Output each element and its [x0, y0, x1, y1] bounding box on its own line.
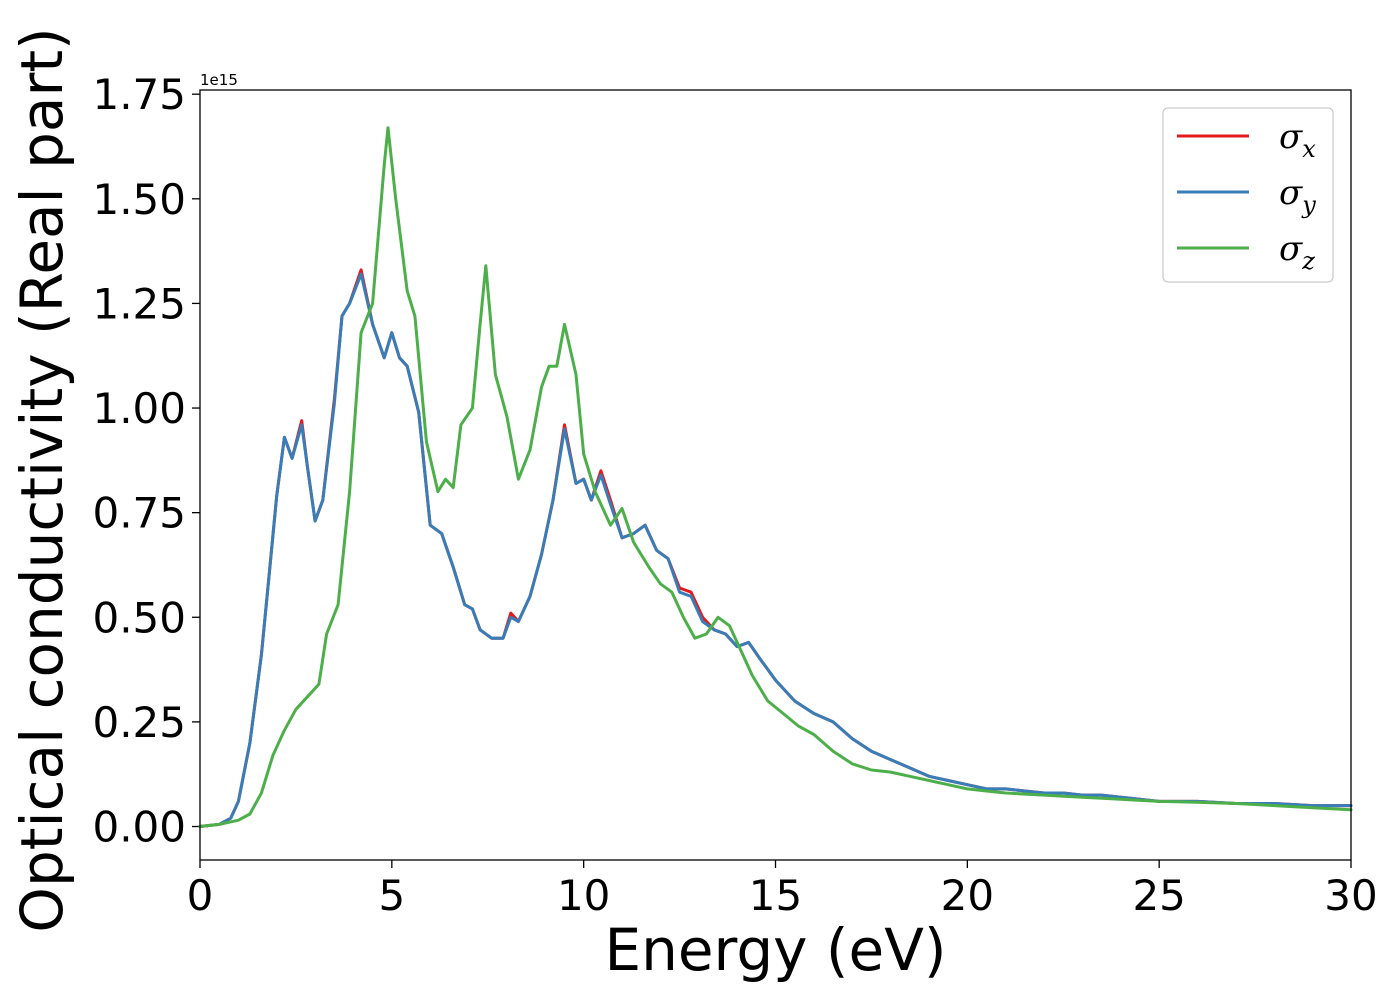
series-line-y [198, 272, 1353, 828]
legend-label-y: σy [1279, 173, 1316, 219]
y-tick-label: 1.00 [92, 384, 186, 433]
x-tick-label: 15 [749, 871, 802, 920]
y-tick-label: 0.75 [92, 489, 186, 538]
y-tick-label: 0.00 [92, 803, 186, 852]
x-tick-label: 25 [1132, 871, 1185, 920]
legend-box [1162, 107, 1334, 283]
tick-layer: 0 5 10 15 20 25 30 0.00 0.25 0.50 0.75 1.00 1.25 1.50… [92, 70, 1377, 920]
legend-label-x: σx [1279, 117, 1316, 163]
legend: σx σy σz [1162, 107, 1334, 283]
x-axis-title: Energy (eV) [604, 916, 946, 984]
y-offset-label: 1e15 [200, 71, 238, 89]
y-axis-title: Optical conductivity (Real part) [8, 27, 76, 932]
y-tick-label: 1.50 [92, 175, 186, 224]
y-tick-label: 1.75 [92, 70, 186, 119]
x-tick-label: 5 [378, 871, 405, 920]
x-tick-label: 0 [187, 871, 214, 920]
y-tick-label: 0.25 [92, 698, 186, 747]
axes-frame [199, 89, 1352, 861]
x-tick-label: 10 [557, 871, 610, 920]
legend-label-z: σz [1279, 229, 1315, 275]
series-line-x [198, 268, 1353, 828]
series-line-z [198, 126, 1353, 828]
y-tick-label: 0.50 [92, 593, 186, 642]
y-tick-label: 1.25 [92, 279, 186, 328]
series-layer [198, 126, 1353, 828]
x-tick-label: 20 [941, 871, 994, 920]
x-tick-label: 30 [1324, 871, 1377, 920]
